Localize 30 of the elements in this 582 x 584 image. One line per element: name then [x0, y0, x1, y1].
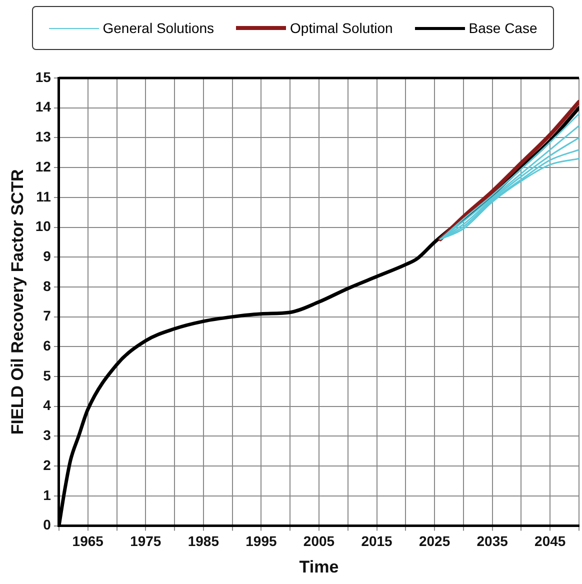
x-axis-title: Time [299, 557, 339, 576]
legend-label: General Solutions [102, 20, 214, 36]
y-tick-label: 13 [35, 128, 52, 145]
y-tick-label: 15 [35, 68, 52, 85]
x-tick-label: 2025 [418, 533, 450, 550]
y-tick-label: 7 [43, 308, 52, 324]
x-tick-label: 2005 [303, 533, 335, 550]
y-tick-label: 8 [43, 278, 52, 294]
x-tick-label: 2035 [476, 533, 508, 550]
x-tick-label: 2015 [361, 533, 393, 550]
legend-label: Base Case [468, 20, 538, 36]
y-tick-label: 4 [43, 397, 52, 414]
x-tick-label: 2045 [534, 533, 566, 550]
x-tick-label: 1965 [72, 533, 104, 550]
y-tick-label: 10 [35, 218, 52, 234]
y-tick-label: 2 [43, 456, 52, 473]
y-tick-label: 9 [43, 248, 52, 264]
y-tick-label: 12 [35, 158, 52, 174]
y-tick-label: 0 [43, 516, 52, 533]
y-tick-label: 14 [35, 98, 52, 115]
x-tick-label: 1995 [246, 533, 277, 550]
y-tick-label: 11 [36, 188, 52, 204]
y-tick-label: 6 [43, 338, 52, 354]
y-tick-label: 3 [43, 427, 52, 444]
y-axis-title: FIELD Oil Recovery Factor SCTR [8, 169, 27, 435]
y-tick-label: 5 [43, 367, 52, 384]
x-tick-label: 1975 [130, 533, 162, 550]
x-tick-label: 1985 [188, 533, 220, 550]
legend-label: Optimal Solution [290, 20, 393, 36]
y-tick-label: 1 [43, 486, 52, 503]
